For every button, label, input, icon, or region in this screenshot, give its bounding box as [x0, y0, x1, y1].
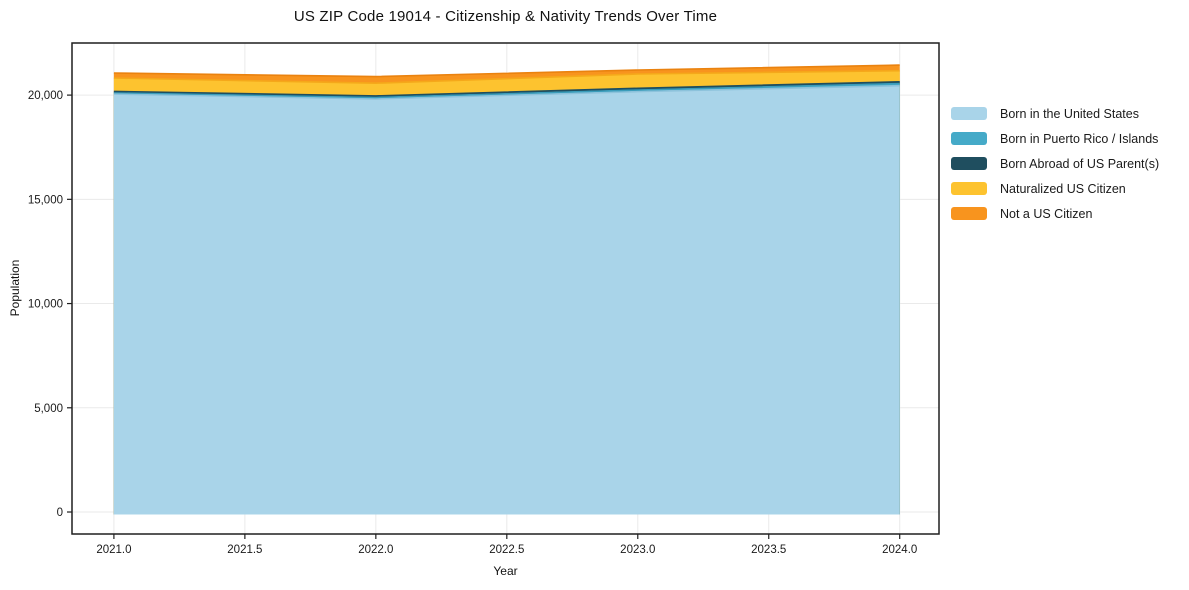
legend-label: Born Abroad of US Parent(s) — [1000, 156, 1160, 171]
x-axis-label: Year — [493, 564, 518, 578]
legend-label: Naturalized US Citizen — [1000, 181, 1126, 196]
legend-swatch-icon — [951, 207, 987, 220]
svg-text:20,000: 20,000 — [28, 90, 63, 102]
svg-text:2023.5: 2023.5 — [751, 544, 786, 556]
legend: Born in the United States Born in Puerto… — [951, 101, 1159, 226]
svg-text:2021.0: 2021.0 — [96, 544, 131, 556]
svg-text:0: 0 — [57, 507, 63, 519]
legend-item: Born Abroad of US Parent(s) — [951, 151, 1159, 176]
legend-item: Born in the United States — [951, 101, 1159, 126]
legend-label: Born in Puerto Rico / Islands — [1000, 131, 1159, 146]
svg-text:2022.5: 2022.5 — [489, 544, 524, 556]
chart-title: US ZIP Code 19014 - Citizenship & Nativi… — [293, 8, 718, 25]
svg-text:2023.0: 2023.0 — [620, 544, 655, 556]
legend-swatch-icon — [951, 157, 987, 170]
svg-text:2024.0: 2024.0 — [882, 544, 917, 556]
y-axis-label: Population — [8, 259, 22, 317]
svg-text:10,000: 10,000 — [28, 299, 63, 311]
legend-label: Born in the United States — [1000, 106, 1139, 121]
legend-item: Not a US Citizen — [951, 201, 1159, 226]
legend-swatch-icon — [951, 132, 987, 145]
svg-text:15,000: 15,000 — [28, 194, 63, 206]
legend-swatch-icon — [951, 107, 987, 120]
svg-text:2021.5: 2021.5 — [227, 544, 262, 556]
svg-text:2022.0: 2022.0 — [358, 544, 393, 556]
legend-item: Naturalized US Citizen — [951, 176, 1159, 201]
legend-item: Born in Puerto Rico / Islands — [951, 126, 1159, 151]
legend-swatch-icon — [951, 182, 987, 195]
legend-label: Not a US Citizen — [1000, 206, 1093, 221]
svg-text:5,000: 5,000 — [34, 403, 63, 415]
